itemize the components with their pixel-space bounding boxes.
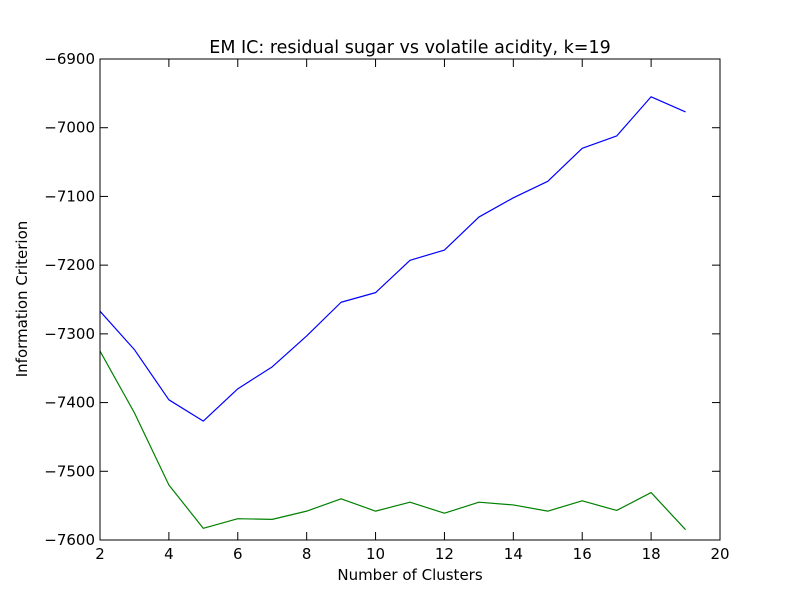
y-tick-label: −7100 <box>44 187 95 205</box>
x-axis-ticks: 2 4 6 8 10 12 14 16 18 20 <box>95 59 730 563</box>
x-tick-label: 16 <box>573 545 592 563</box>
x-tick-label: 14 <box>504 545 523 563</box>
axes-frame <box>99 58 721 541</box>
y-tick-label: −7400 <box>44 394 95 412</box>
x-tick-label: 18 <box>642 545 661 563</box>
x-tick-label: 12 <box>435 545 454 563</box>
series-line-1 <box>99 96 686 422</box>
x-tick-label: 6 <box>233 545 243 563</box>
x-tick-label: 10 <box>366 545 385 563</box>
y-tick-label: −6900 <box>44 50 95 68</box>
x-tick-label: 8 <box>302 545 312 563</box>
y-tick-label: −7600 <box>44 531 95 549</box>
plot-frame <box>99 58 721 541</box>
x-tick-label: 2 <box>95 545 105 563</box>
y-axis-label: Information Criterion <box>13 221 31 378</box>
x-tick-label: 4 <box>164 545 174 563</box>
series-layer <box>99 96 686 531</box>
y-tick-label: −7500 <box>44 462 95 480</box>
x-axis-label: Number of Clusters <box>337 566 482 584</box>
y-tick-label: −7000 <box>44 119 95 137</box>
series-line-2 <box>99 350 686 531</box>
chart-title: EM IC: residual sugar vs volatile acidit… <box>209 38 610 58</box>
x-tick-label: 20 <box>710 545 729 563</box>
y-tick-label: −7300 <box>44 325 95 343</box>
y-tick-label: −7200 <box>44 256 95 274</box>
y-axis-ticks: −7600 −7500 −7400 −7300 −7200 −7100 −7000 −6900 <box>44 50 720 549</box>
